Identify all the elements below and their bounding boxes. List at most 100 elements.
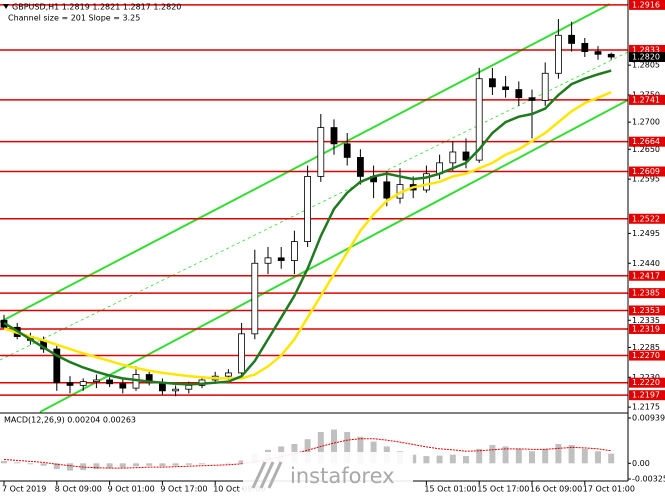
logo-stroke xyxy=(267,461,283,489)
candle-body xyxy=(502,86,510,90)
candle-body xyxy=(185,385,193,390)
candle-body xyxy=(93,379,100,383)
candle-body xyxy=(238,333,246,374)
candle-body xyxy=(251,262,259,335)
macd-bar xyxy=(304,439,311,464)
candle-body xyxy=(475,78,483,161)
candle-body xyxy=(290,241,298,261)
level-label-box xyxy=(629,136,665,147)
macd-bar xyxy=(542,448,549,464)
candle-body xyxy=(581,43,589,52)
level-label-box xyxy=(629,350,665,361)
level-label: 1.2916 xyxy=(632,0,660,9)
candle-body xyxy=(383,181,391,199)
logo-stroke xyxy=(259,461,275,489)
level-label: 1.2741 xyxy=(632,95,660,104)
macd-bar xyxy=(489,444,496,464)
level-label-box xyxy=(629,213,665,224)
level-label: 1.2270 xyxy=(632,351,660,360)
candle-body xyxy=(356,157,364,177)
channel-upper xyxy=(0,3,611,323)
x-tick-label: 17 Oct 01:00 xyxy=(583,485,635,494)
indicator-line xyxy=(3,91,612,380)
level-label-box xyxy=(629,305,665,316)
candle-body xyxy=(343,143,351,158)
candle-body xyxy=(119,383,127,389)
channel-lower xyxy=(39,99,629,413)
indicator-line xyxy=(3,69,612,386)
candle-body xyxy=(594,51,602,55)
level-label: 1.2385 xyxy=(632,289,660,298)
candle-body xyxy=(541,72,549,101)
y-tick-label: 1.2335 xyxy=(632,316,660,325)
y-tick-label: 1.2285 xyxy=(632,343,660,352)
macd-bar xyxy=(555,444,562,464)
candle-body xyxy=(607,53,615,58)
candle-body xyxy=(330,127,338,145)
macd-bar xyxy=(199,463,205,465)
macd-bar xyxy=(344,431,351,464)
candle-body xyxy=(172,388,180,392)
macd-bar xyxy=(93,463,100,470)
macd-bar xyxy=(159,463,166,467)
y-tick-label: 1.2595 xyxy=(632,175,660,184)
candle-body xyxy=(568,34,575,44)
level-label: 1.2833 xyxy=(632,45,660,54)
macd-bar xyxy=(40,463,47,466)
level-label: 1.2609 xyxy=(632,167,660,176)
macd-label: MACD(12,26,9) 0.00204 0.00263 xyxy=(4,416,136,425)
macd-bar xyxy=(317,431,324,464)
candle-body xyxy=(515,89,523,99)
y-tick-label: 1.2230 xyxy=(632,373,660,382)
y-tick-label: 1.2700 xyxy=(632,118,660,127)
candle-body xyxy=(264,257,272,264)
y-tick-label: 1.2495 xyxy=(632,229,660,238)
macd-bar xyxy=(172,463,179,466)
menu-arrow[interactable] xyxy=(3,4,9,9)
macd-bar xyxy=(119,463,126,468)
x-tick-label: 15 Oct 17:00 xyxy=(477,485,529,494)
x-tick-label: 8 Oct 09:00 xyxy=(55,485,102,494)
x-tick-label: 7 Oct 2019 xyxy=(2,485,46,494)
x-tick-label: 16 Oct 09:00 xyxy=(530,485,582,494)
current-price-label: 1.2820 xyxy=(632,52,660,61)
channel-middle xyxy=(0,51,629,361)
x-tick-label: 15 Oct 01:00 xyxy=(424,485,476,494)
macd-y-tick-label: -0.00325 xyxy=(632,475,665,484)
level-label-box xyxy=(629,288,665,299)
macd-bar xyxy=(133,463,139,467)
watermark-logo xyxy=(251,461,283,489)
candle-body xyxy=(462,151,470,161)
level-label-box xyxy=(629,323,665,334)
level-label: 1.2664 xyxy=(632,137,660,146)
current-price-box xyxy=(629,51,665,62)
level-label: 1.2197 xyxy=(632,391,660,400)
main-plot xyxy=(0,4,628,397)
logo-stroke xyxy=(251,461,267,489)
macd-bar xyxy=(529,451,535,464)
candle-body xyxy=(106,379,113,385)
level-label-box xyxy=(629,44,665,55)
macd-bar xyxy=(515,448,522,464)
watermark: instaforex xyxy=(243,452,413,499)
candle-body xyxy=(528,97,536,101)
y-tick-label: 1.2805 xyxy=(632,61,660,70)
candle-body xyxy=(422,173,430,191)
indicator-line xyxy=(3,438,612,469)
chart-title: GBPUSD,H1 1.2819 1.2821 1.2817 1.2820 xyxy=(12,3,181,12)
macd-bar xyxy=(568,444,575,464)
macd-bar xyxy=(1,460,7,464)
candle-body xyxy=(66,382,74,386)
macd-bar xyxy=(238,460,245,464)
candle-body xyxy=(53,348,61,384)
x-tick-label: 9 Oct 17:00 xyxy=(160,485,207,494)
candle-body xyxy=(449,151,457,164)
x-tick-label: 10 Oct 09:00 xyxy=(213,485,265,494)
y-tick-label: 1.2175 xyxy=(632,403,660,412)
macd-bar xyxy=(595,451,601,464)
level-label-box xyxy=(629,377,665,388)
channel-annotation: Channel size = 201 Slope = 3.25 xyxy=(8,14,140,23)
candle-body xyxy=(304,176,312,242)
level-label-box xyxy=(629,166,665,177)
